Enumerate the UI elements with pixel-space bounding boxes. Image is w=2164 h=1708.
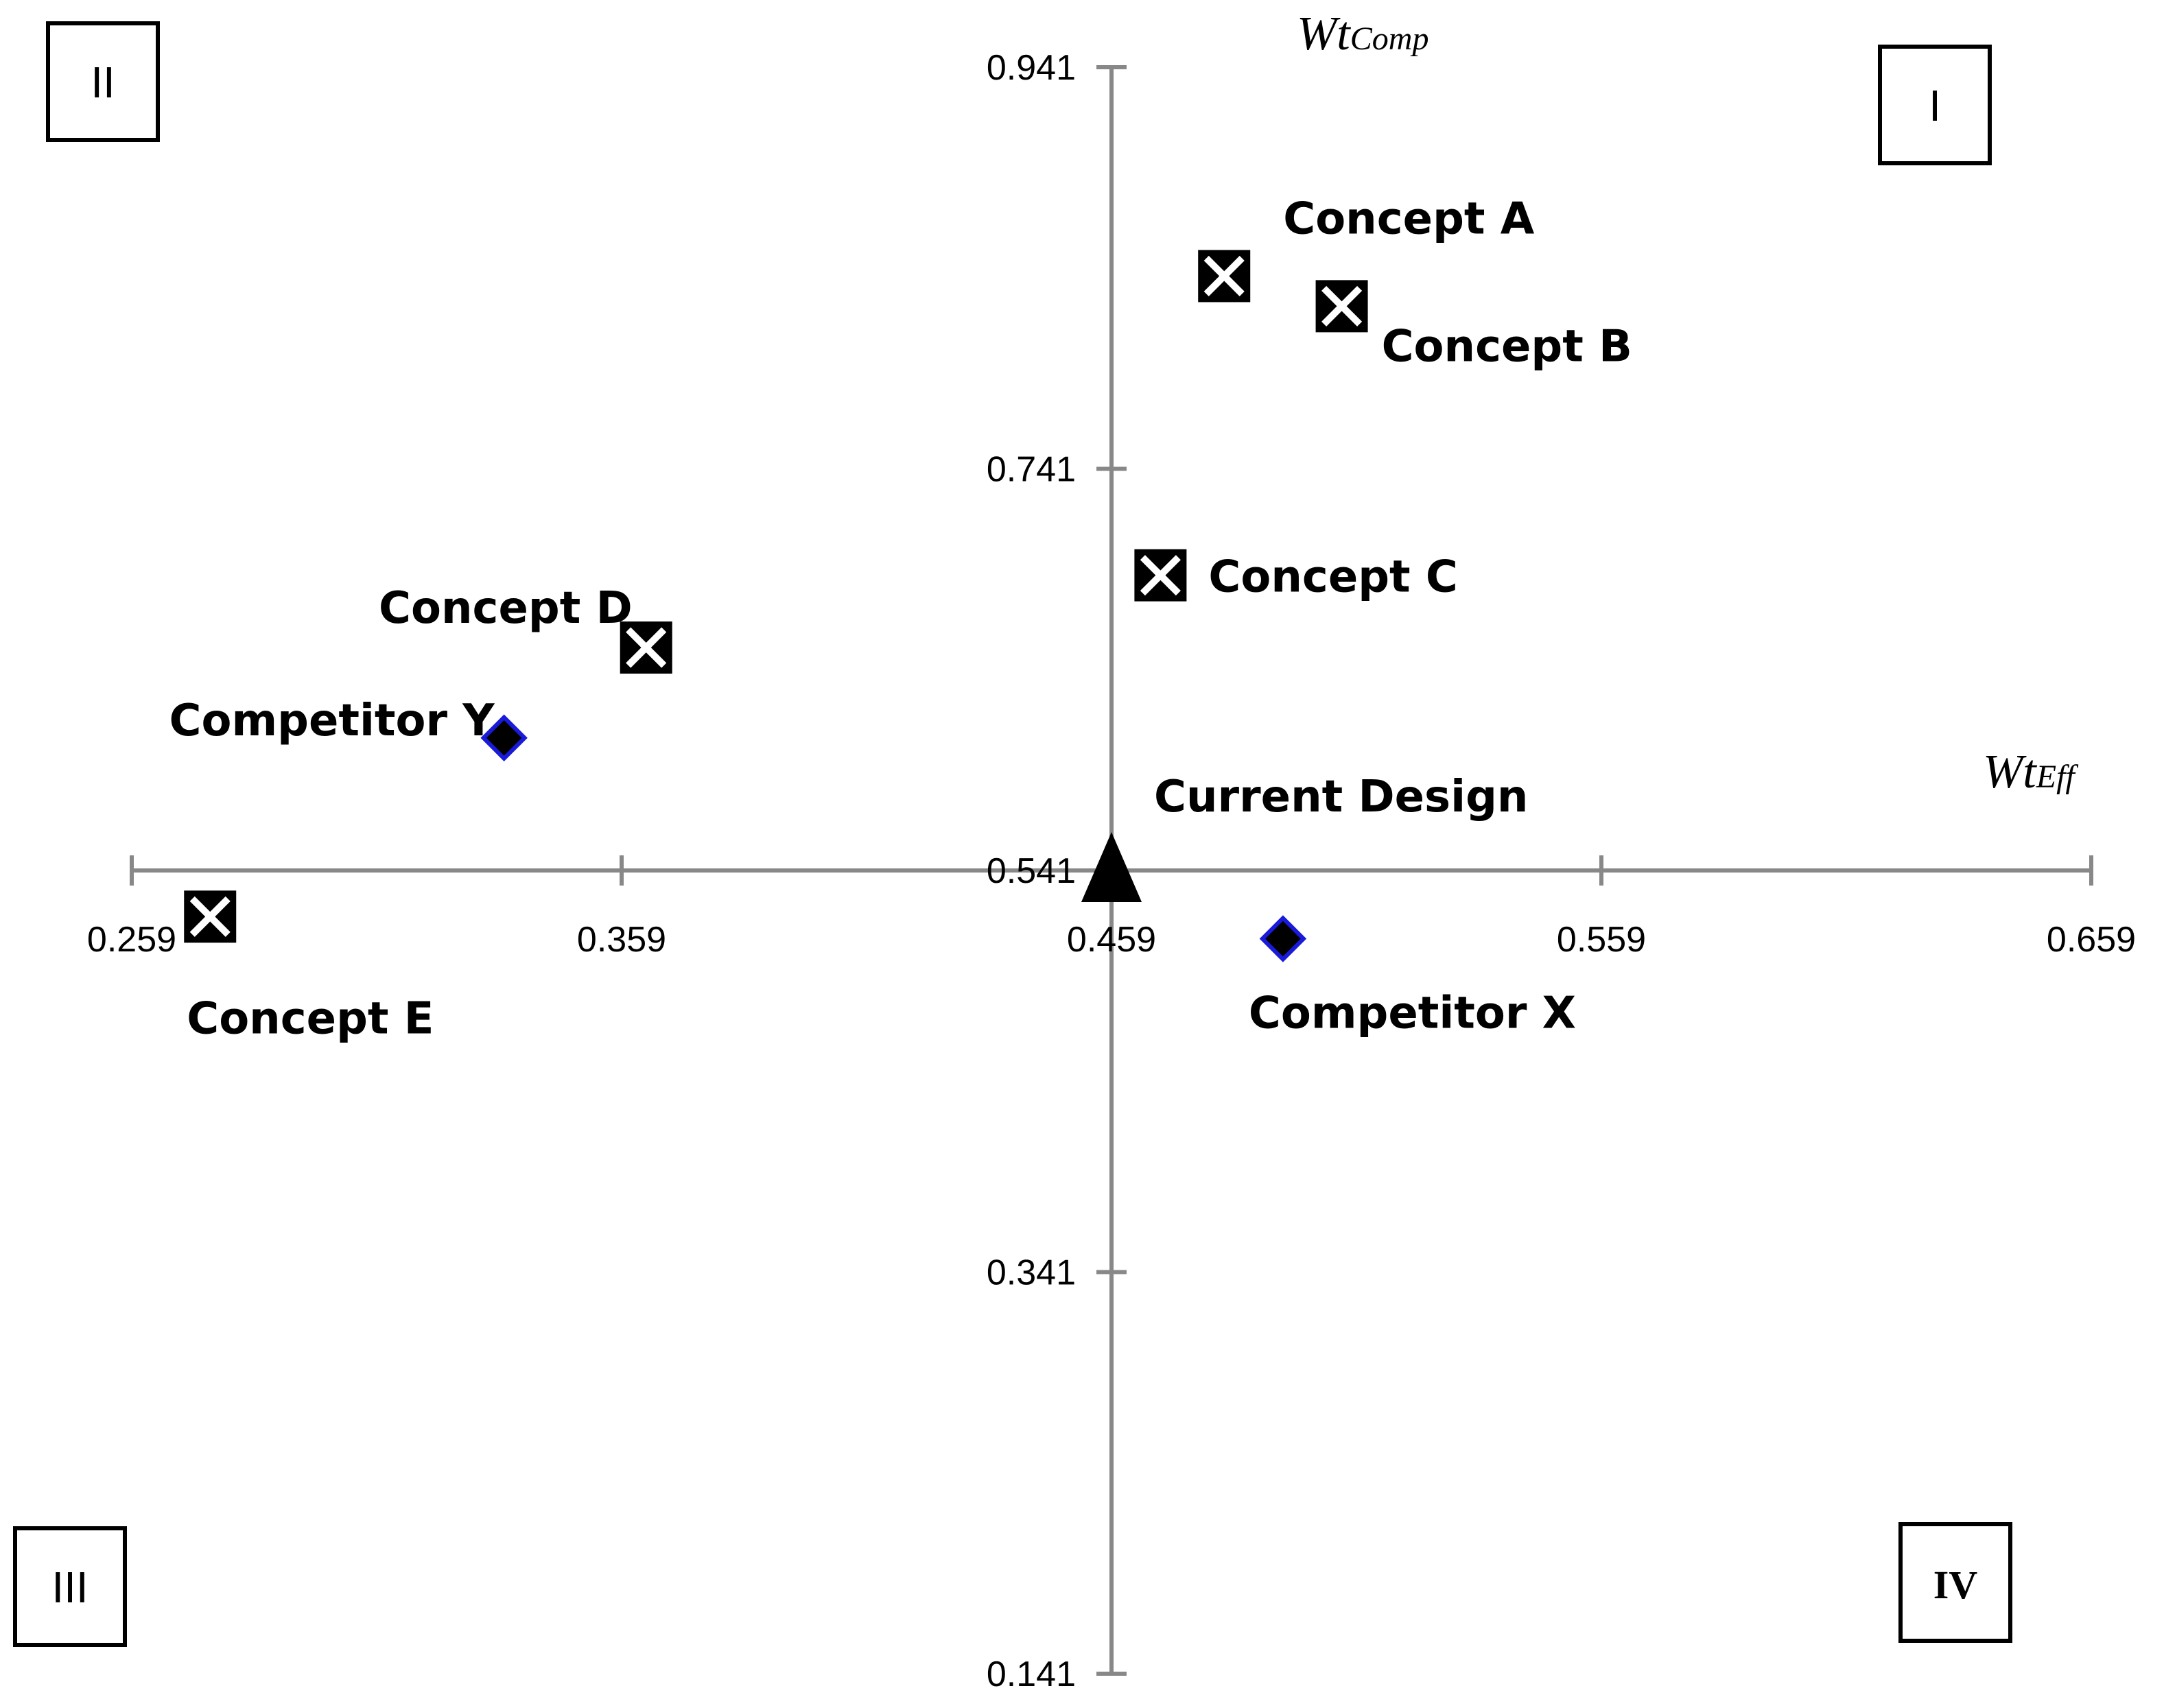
quadrant-label: III bbox=[51, 1563, 88, 1612]
concept-marker-x bbox=[1203, 255, 1245, 296]
point-label: Concept A bbox=[1283, 193, 1535, 244]
quadrant-box bbox=[46, 21, 160, 142]
x-tick-label: 0.659 bbox=[2047, 920, 2136, 960]
point-competitor-y: Competitor Y bbox=[169, 696, 528, 762]
y-axis-title-sub: Comp bbox=[1350, 21, 1429, 57]
y-tick-label: 0.741 bbox=[987, 450, 1076, 490]
y-tick-label: 0.341 bbox=[987, 1253, 1076, 1293]
quadrant-label: I bbox=[1929, 81, 1941, 130]
data-points: Concept A Concept B Concept C Concept D Conc… bbox=[169, 193, 1632, 1044]
ticks: 0.259 0.359 0.459 0.559 0.659 0.941 0.741 0.541… bbox=[87, 48, 2136, 1694]
point-current-design: Current Design bbox=[1081, 772, 1528, 902]
competitor-marker bbox=[480, 714, 528, 762]
quadrant-label: IV bbox=[1933, 1563, 1978, 1607]
concept-marker-x bbox=[189, 896, 231, 937]
point-concept-a: Concept A bbox=[1198, 193, 1535, 303]
quadrant-label-q4: IV bbox=[1898, 1522, 2012, 1643]
quadrant-box bbox=[1878, 45, 1992, 165]
point-label: Competitor X bbox=[1249, 988, 1576, 1039]
point-label: Concept C bbox=[1208, 552, 1457, 603]
point-label: Concept E bbox=[187, 993, 434, 1044]
axis-titles: WtComp WtEff bbox=[1297, 8, 2078, 798]
x-tick-label: 0.559 bbox=[1557, 920, 1646, 960]
x-tick-label: 0.459 bbox=[1067, 920, 1156, 960]
point-label: Concept D bbox=[379, 583, 633, 634]
quadrant-label-q2: II bbox=[46, 21, 160, 142]
x-axis-title-main: Wt bbox=[1983, 746, 2037, 798]
point-concept-e: Concept E bbox=[184, 890, 434, 1044]
y-tick-label: 0.941 bbox=[987, 48, 1076, 88]
concept-marker-x bbox=[1140, 555, 1181, 596]
x-tick-label: 0.259 bbox=[87, 920, 176, 960]
quadrant-box bbox=[13, 1526, 127, 1647]
y-tick-label: 0.141 bbox=[987, 1654, 1076, 1694]
point-concept-b: Concept B bbox=[1315, 280, 1632, 372]
point-concept-d: Concept D bbox=[379, 583, 672, 674]
point-label: Concept B bbox=[1382, 321, 1632, 372]
current-design-marker bbox=[1081, 832, 1142, 902]
concept-marker-x bbox=[626, 627, 667, 668]
y-axis-title: WtComp bbox=[1297, 8, 1428, 60]
quadrant-label: II bbox=[91, 58, 115, 107]
point-label: Competitor Y bbox=[169, 696, 495, 746]
x-axis-title: WtEff bbox=[1983, 746, 2078, 798]
y-axis-title-main: Wt bbox=[1297, 8, 1351, 60]
y-tick-label: 0.541 bbox=[987, 851, 1076, 891]
point-concept-c: Concept C bbox=[1134, 549, 1458, 603]
quadrant-label-q3: III bbox=[13, 1526, 127, 1647]
concept-marker-x bbox=[1321, 285, 1363, 327]
point-label: Current Design bbox=[1154, 772, 1528, 822]
x-tick-label: 0.359 bbox=[577, 920, 666, 960]
point-competitor-x: Competitor X bbox=[1249, 915, 1576, 1039]
quadrant-label-q1: I bbox=[1878, 45, 1992, 165]
quadrant-box bbox=[1898, 1522, 2012, 1643]
x-axis-title-sub: Eff bbox=[2036, 759, 2079, 795]
competitor-marker bbox=[1259, 915, 1307, 962]
